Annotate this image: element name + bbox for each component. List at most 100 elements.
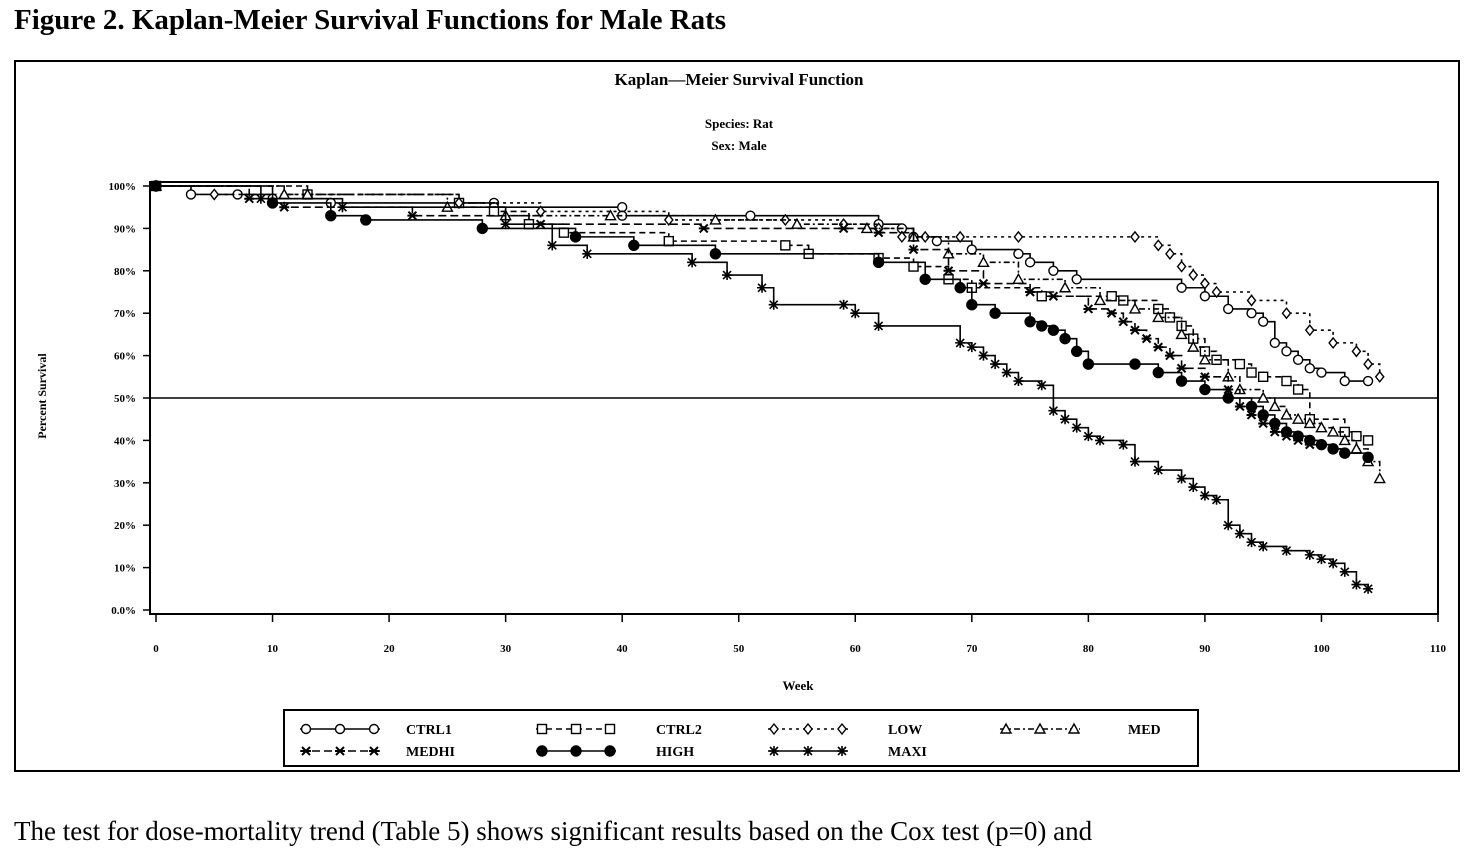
data-point [1316, 367, 1327, 378]
legend: CTRL1 CTRL2 LOW MED MEDHI HIGH MAXI [300, 722, 1161, 760]
data-point [1118, 439, 1129, 450]
data-point [1175, 327, 1188, 340]
data-point [1223, 303, 1234, 315]
data-point [1223, 520, 1234, 531]
data-point [757, 282, 768, 293]
data-point [1373, 472, 1386, 484]
data-point [1328, 336, 1339, 350]
x-tick-label: 60 [850, 643, 862, 655]
legend-item-medhi: MEDHI [300, 745, 455, 760]
data-point [1269, 417, 1281, 430]
data-point [709, 248, 722, 260]
data-point [1130, 230, 1140, 244]
data-point [1118, 316, 1129, 327]
data-point [1362, 451, 1374, 464]
data-point [1129, 325, 1140, 335]
data-point [151, 181, 161, 191]
data-point [1083, 431, 1094, 442]
y-tick-label: 80% [114, 266, 136, 278]
data-point [1060, 414, 1071, 425]
data-point [1071, 422, 1082, 433]
data-point [1327, 443, 1339, 455]
data-point [1152, 366, 1164, 379]
y-axis-label: Percent Survival [35, 353, 49, 439]
data-point [279, 202, 290, 212]
series-ctrl2 [150, 180, 1374, 446]
data-point [1106, 308, 1117, 318]
x-axis-label: Week [782, 678, 814, 693]
data-point [687, 257, 698, 268]
legend-item-ctrl2: CTRL2 [536, 723, 702, 738]
data-point [1246, 307, 1257, 319]
figure-frame: Kaplan—Meier Survival Function Species: … [14, 60, 1460, 772]
data-point [1187, 340, 1200, 352]
data-point [1013, 230, 1024, 244]
data-point [769, 722, 779, 736]
data-point [1175, 375, 1188, 387]
data-point [1083, 304, 1094, 314]
data-point [1071, 345, 1083, 358]
data-point [1211, 494, 1222, 505]
series-group [149, 179, 1386, 594]
data-point [1316, 554, 1327, 565]
x-tick-label: 70 [966, 643, 978, 655]
data-point [1013, 248, 1024, 260]
x-tick-label: 50 [733, 643, 745, 655]
data-point [1153, 465, 1164, 476]
y-tick-label: 40% [114, 435, 136, 447]
figure-caption: Figure 2. Kaplan-Meier Survival Function… [14, 4, 727, 36]
data-point [977, 255, 990, 268]
legend-item-high: HIGH [536, 745, 694, 760]
y-tick-label: 100% [109, 181, 137, 193]
series-line [156, 185, 1369, 458]
legend-item-maxi: MAXI [768, 745, 927, 760]
data-point [1246, 367, 1257, 378]
data-point [334, 723, 346, 735]
data-point [1176, 363, 1187, 374]
data-point [1362, 375, 1374, 387]
data-point [1257, 371, 1269, 382]
data-point [873, 227, 884, 238]
data-point [360, 214, 372, 226]
data-point [1067, 722, 1081, 734]
data-point [1269, 427, 1280, 437]
data-point [1093, 294, 1107, 306]
legend-label: MED [1128, 723, 1161, 738]
data-point [1129, 358, 1141, 370]
data-point [1048, 291, 1059, 301]
data-point [547, 240, 558, 251]
data-point [325, 209, 337, 222]
data-point [604, 209, 617, 221]
legend-label: LOW [888, 723, 922, 738]
data-point [1351, 579, 1362, 590]
data-point [1071, 274, 1082, 285]
x-tick-label: 110 [1430, 643, 1446, 655]
data-point [1199, 490, 1210, 501]
data-point [873, 320, 884, 331]
data-point [628, 239, 640, 252]
data-point [769, 746, 779, 756]
data-point [1199, 383, 1211, 396]
data-point [1304, 363, 1316, 374]
data-point [999, 722, 1013, 734]
data-point [1025, 287, 1036, 297]
x-tick-label: 20 [384, 643, 396, 655]
data-point [1058, 281, 1072, 293]
legend-item-low: LOW [768, 722, 922, 738]
data-point [1164, 350, 1175, 361]
data-point [1351, 345, 1362, 358]
legend-label: HIGH [656, 745, 694, 760]
y-tick-label: 30% [114, 478, 136, 490]
data-point [850, 308, 861, 319]
data-point [780, 240, 791, 251]
data-point [1036, 291, 1047, 302]
data-point [1059, 332, 1071, 345]
data-point [1153, 342, 1164, 352]
data-point [1280, 426, 1293, 438]
data-point [1001, 367, 1012, 378]
data-point [1129, 456, 1140, 467]
kaplan-meier-chart: Kaplan—Meier Survival Function Species: … [35, 70, 1446, 767]
data-point [722, 270, 733, 281]
data-point [1281, 307, 1292, 320]
data-point [1165, 247, 1175, 260]
